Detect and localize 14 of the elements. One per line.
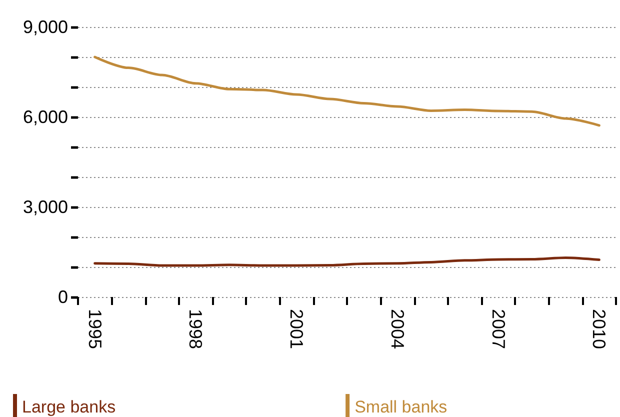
y-tick-label: 9,000 bbox=[22, 17, 68, 37]
x-tick-label: 2001 bbox=[286, 309, 307, 350]
y-tick-label: 6,000 bbox=[22, 107, 68, 127]
y-tick-label: 0 bbox=[58, 287, 68, 307]
legend-label: Small banks bbox=[354, 398, 448, 416]
line-series bbox=[94, 256, 600, 267]
x-tick-label: 1995 bbox=[84, 309, 105, 350]
x-tick-label: 2010 bbox=[589, 309, 610, 350]
x-tick-label: 2004 bbox=[387, 309, 408, 350]
line-series bbox=[94, 56, 600, 127]
y-tick-label: 3,000 bbox=[22, 197, 68, 217]
x-tick-label: 2007 bbox=[488, 309, 508, 350]
legend-label: Large banks bbox=[22, 398, 116, 416]
x-tick-label: 1998 bbox=[186, 309, 206, 350]
